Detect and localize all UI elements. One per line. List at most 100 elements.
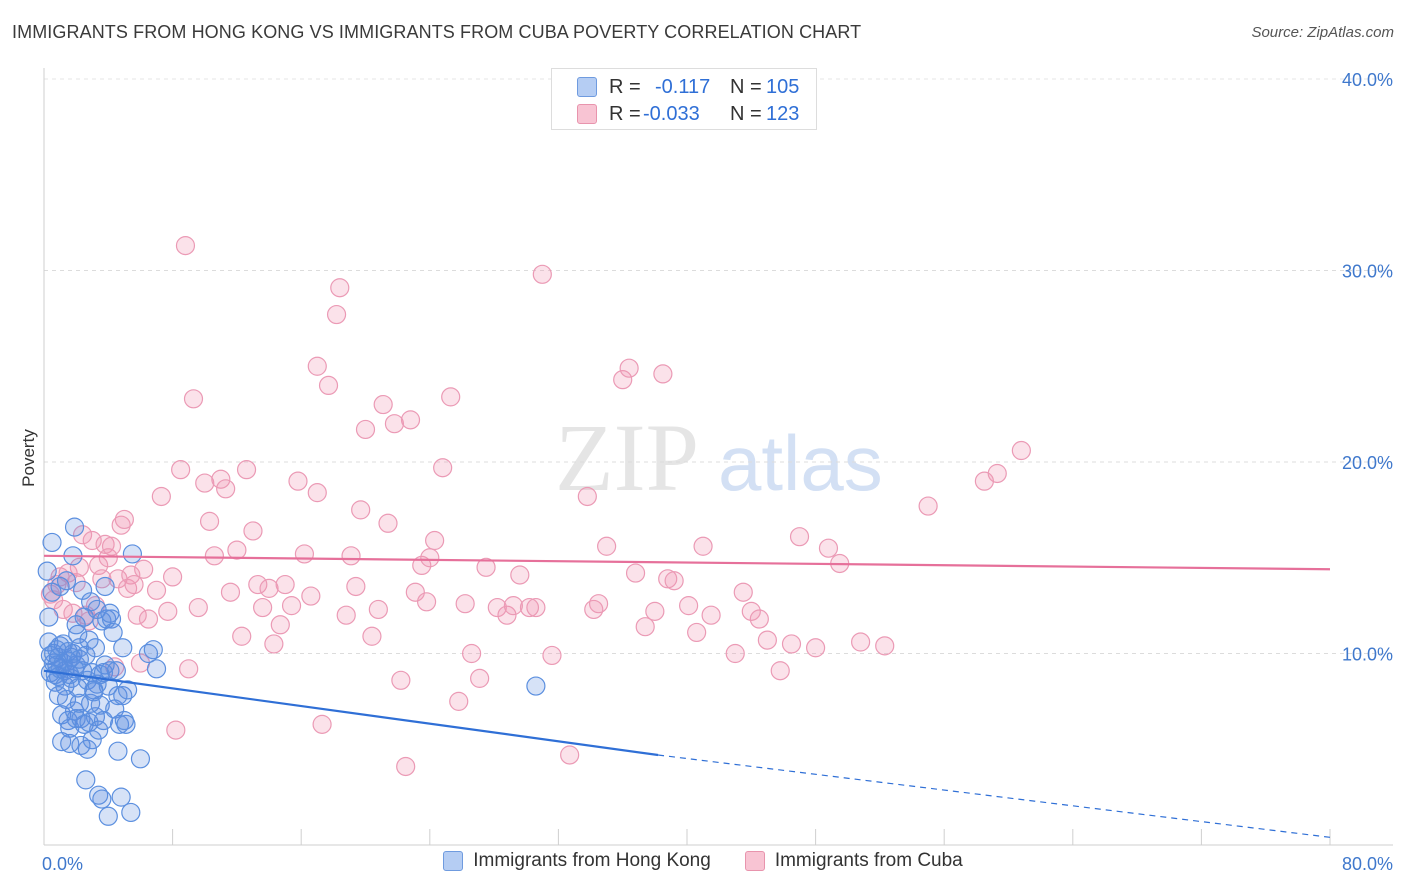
cuba-point	[577, 486, 597, 507]
hong-kong-point	[98, 806, 118, 826]
cuba-point	[503, 596, 523, 616]
cuba-point	[134, 559, 154, 579]
cuba-point	[151, 486, 171, 507]
hong-kong-point	[111, 787, 131, 807]
hong-kong-point	[89, 720, 109, 740]
cuba-point	[124, 574, 144, 595]
cuba-point	[725, 643, 745, 664]
hong-kong-point	[66, 615, 86, 635]
cuba-point	[781, 634, 802, 654]
cuba-point	[188, 597, 208, 618]
cuba-point	[307, 356, 327, 376]
series-legend: Immigrants from Hong Kong Immigrants fro…	[0, 850, 1406, 872]
r-value: -0.117	[655, 75, 711, 98]
cuba-point	[204, 546, 224, 566]
cuba-point	[98, 548, 118, 568]
cuba-point	[433, 458, 453, 478]
cuba-point	[220, 582, 241, 602]
cuba-point	[384, 414, 405, 434]
hong-kong-point	[84, 682, 104, 702]
cuba-point	[851, 632, 871, 652]
hong-kong-point	[108, 741, 128, 761]
hong-kong-point	[69, 638, 89, 658]
hong-kong-point	[113, 638, 133, 658]
cuba-point	[158, 601, 178, 621]
y-axis-label: Poverty	[19, 429, 38, 487]
hong-kong-point	[146, 659, 167, 679]
r-label: R =	[609, 102, 641, 125]
cuba-point	[510, 565, 530, 585]
hong-kong-point	[108, 686, 128, 706]
hong-kong-trend-line	[43, 669, 659, 757]
cuba-point	[519, 597, 540, 618]
hong-kong-point	[48, 686, 69, 706]
cuba-point	[693, 536, 713, 556]
x-tick-label: 80.0%	[1342, 854, 1393, 874]
hong-kong-point	[72, 580, 93, 600]
cuba-points	[40, 236, 1031, 777]
cuba-point	[619, 358, 639, 378]
cuba-point	[294, 544, 315, 564]
legend-item-cuba[interactable]: Immigrants from Cuba	[744, 850, 963, 872]
cuba-point	[396, 756, 416, 777]
cuba-point	[455, 594, 475, 614]
cuba-point	[818, 538, 839, 558]
cuba-point	[114, 509, 134, 530]
cuba-point	[679, 596, 699, 616]
cuba-point	[789, 527, 810, 547]
legend-item-hong-kong[interactable]: Immigrants from Hong Kong	[443, 850, 711, 872]
n-value: 123	[766, 102, 800, 125]
cuba-point	[259, 578, 279, 598]
cuba-point	[625, 563, 646, 583]
hong-kong-point	[121, 802, 141, 823]
y-tick-label: 40.0%	[1342, 70, 1393, 90]
hong-kong-point	[92, 789, 112, 809]
cuba-point	[146, 580, 167, 600]
cuba-point	[987, 463, 1007, 484]
cuba-point	[425, 530, 445, 551]
stats-legend: R = -0.117 N = 105 R = -0.033 N = 123	[551, 68, 817, 130]
hong-kong-point	[117, 680, 138, 700]
cuba-point	[69, 557, 89, 577]
cuba-point	[875, 636, 895, 656]
hong-kong-point	[37, 561, 57, 581]
cuba-point	[441, 387, 461, 407]
hong-kong-point	[122, 544, 143, 564]
cuba-point	[341, 546, 361, 566]
hong-kong-point	[81, 592, 101, 612]
cuba-point	[741, 601, 761, 621]
watermark-atlas: atlas	[718, 419, 883, 507]
r-value: -0.033	[643, 102, 700, 125]
cuba-point	[179, 659, 199, 679]
cuba-point	[487, 597, 507, 618]
cuba-point	[368, 599, 388, 620]
cuba-point	[664, 571, 684, 591]
hong-kong-trend-extension	[657, 754, 1331, 838]
cuba-point	[470, 668, 490, 688]
cuba-point	[253, 597, 273, 618]
cuba-point	[588, 594, 609, 614]
hong-kong-point	[106, 661, 126, 681]
hong-kong-point	[143, 640, 163, 660]
cuba-point	[195, 473, 215, 493]
watermark: ZIP atlas	[555, 404, 883, 511]
hong-kong-point	[103, 622, 123, 643]
legend-label: Immigrants from Hong Kong	[473, 850, 711, 871]
trend-lines	[43, 554, 1331, 838]
cuba-point	[749, 609, 769, 629]
cuba-point	[805, 638, 826, 658]
hong-kong-point	[76, 770, 96, 790]
cuba-point	[542, 645, 562, 666]
cuba-point	[701, 605, 721, 625]
cuba-point	[243, 521, 263, 541]
cuba-point	[227, 540, 247, 560]
hong-kong-point	[69, 693, 89, 713]
hong-kong-point	[93, 710, 114, 731]
cuba-point	[770, 661, 790, 681]
cuba-point	[613, 370, 633, 390]
hong-kong-point	[85, 638, 106, 658]
tick-labels: 10.0% 20.0% 30.0% 40.0% 0.0% 80.0%	[42, 70, 1393, 874]
cuba-point	[163, 567, 183, 587]
cuba-point	[526, 597, 546, 618]
